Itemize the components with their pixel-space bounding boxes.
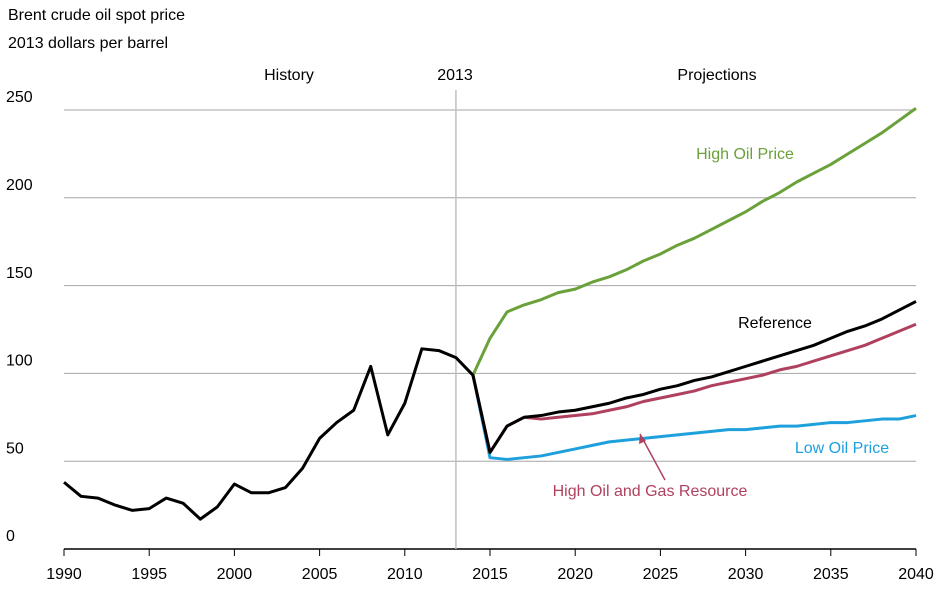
x-tick-label: 1990 <box>46 566 82 583</box>
x-tick-label: 2035 <box>813 566 849 583</box>
x-tick-label: 2040 <box>898 566 934 583</box>
y-tick-label: 150 <box>6 265 33 282</box>
chart-title: Brent crude oil spot price <box>8 7 185 24</box>
x-tick-label: 2005 <box>302 566 338 583</box>
chart-subtitle: 2013 dollars per barrel <box>8 35 168 52</box>
series-label: High Oil and Gas Resource <box>553 483 748 500</box>
x-tick-label: 2015 <box>472 566 508 583</box>
series-label: High Oil Price <box>696 146 794 163</box>
annotation: Projections <box>677 67 756 84</box>
y-tick-label: 50 <box>6 440 24 457</box>
series-line <box>471 374 917 461</box>
series-line <box>63 300 917 521</box>
series-line <box>471 107 917 376</box>
annotation: History <box>264 67 314 84</box>
x-tick-label: 2010 <box>387 566 423 583</box>
x-tick-label: 1995 <box>131 566 167 583</box>
x-tick-label: 2030 <box>728 566 764 583</box>
x-tick-label: 2000 <box>217 566 253 583</box>
y-tick-label: 0 <box>6 528 15 545</box>
x-tick-label: 2025 <box>643 566 679 583</box>
arrow-head <box>639 434 646 444</box>
x-tick-label: 2020 <box>557 566 593 583</box>
lines <box>63 107 917 521</box>
marker-label: 2013 <box>437 67 473 84</box>
y-tick-label: 250 <box>6 89 33 106</box>
series-line <box>471 322 917 454</box>
series-label: Reference <box>738 315 812 332</box>
grid: 0 50 100 150 200 250 1990 1995 2000 2005 2010 2015 2… <box>6 89 934 583</box>
series-label: Low Oil Price <box>795 440 889 457</box>
y-tick-label: 100 <box>6 353 33 370</box>
y-tick-label: 200 <box>6 177 33 194</box>
